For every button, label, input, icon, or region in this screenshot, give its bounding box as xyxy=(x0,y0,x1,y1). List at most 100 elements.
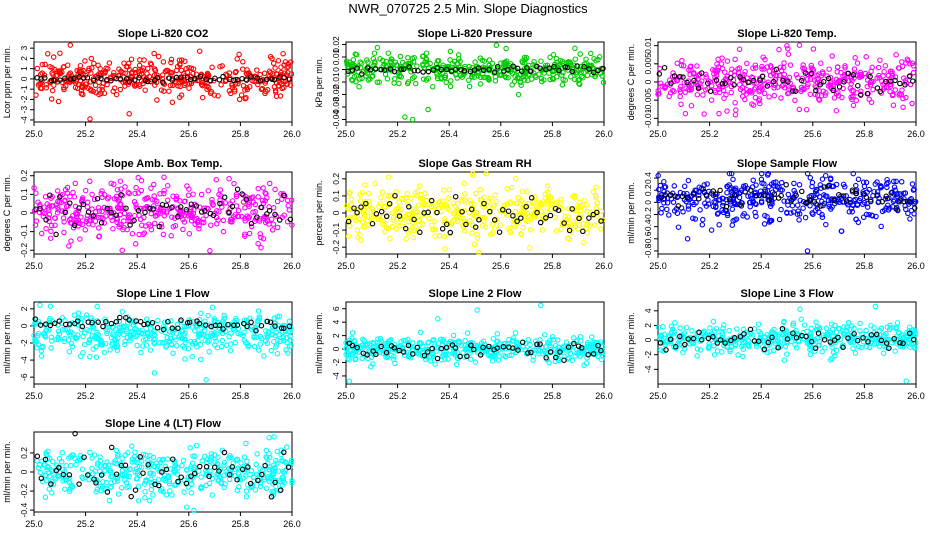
data-point xyxy=(253,461,259,468)
data-point xyxy=(569,357,576,364)
data-point xyxy=(729,66,735,72)
figure-title: NWR_070725 2.5 Min. Slope Diagnostics xyxy=(348,1,588,16)
reference-point xyxy=(67,76,74,82)
data-point xyxy=(591,56,597,62)
data-point xyxy=(727,201,734,207)
data-point xyxy=(178,92,185,98)
data-point xyxy=(282,467,289,474)
reference-point xyxy=(762,192,768,198)
data-point xyxy=(520,204,526,211)
data-point xyxy=(469,73,475,80)
data-point xyxy=(894,193,900,199)
data-point xyxy=(535,348,542,354)
data-point xyxy=(146,497,153,504)
data-point xyxy=(227,452,233,459)
data-point xyxy=(250,209,256,215)
data-point xyxy=(246,83,253,90)
reference-point xyxy=(519,339,526,346)
reference-point xyxy=(893,206,899,212)
data-point xyxy=(867,79,874,86)
reference-point xyxy=(703,193,710,199)
data-point xyxy=(843,327,850,334)
data-point xyxy=(136,62,143,69)
reference-point xyxy=(137,318,144,325)
data-point xyxy=(267,475,274,482)
data-point xyxy=(483,170,490,177)
data-point xyxy=(216,477,222,483)
data-point xyxy=(258,244,264,251)
data-point xyxy=(827,329,834,335)
data-point xyxy=(533,74,539,80)
data-point xyxy=(238,460,244,466)
data-point xyxy=(581,197,587,203)
data-point xyxy=(715,210,722,216)
data-point xyxy=(780,75,786,81)
data-point xyxy=(263,447,270,454)
data-point xyxy=(35,199,41,205)
data-point xyxy=(473,190,479,197)
data-point xyxy=(842,64,848,71)
reference-point xyxy=(680,74,686,80)
data-point xyxy=(577,51,583,57)
outlier-point xyxy=(872,303,879,310)
data-point xyxy=(208,222,214,228)
data-point xyxy=(270,471,277,477)
reference-point xyxy=(825,75,832,82)
data-point xyxy=(719,65,726,72)
data-point xyxy=(409,219,416,226)
data-point xyxy=(593,213,599,219)
data-point xyxy=(241,317,248,323)
reference-point xyxy=(108,77,114,84)
data-point xyxy=(198,81,205,88)
data-point xyxy=(788,338,795,344)
reference-point xyxy=(248,220,255,227)
data-point xyxy=(501,202,508,208)
data-point xyxy=(150,203,157,209)
data-point xyxy=(266,454,273,461)
data-point xyxy=(151,331,158,338)
data-point xyxy=(130,331,137,337)
outlier-point xyxy=(797,306,803,313)
data-point xyxy=(807,175,814,181)
reference-point xyxy=(281,192,287,199)
reference-point xyxy=(698,337,705,343)
data-point xyxy=(140,231,146,238)
data-point xyxy=(813,186,820,193)
data-point xyxy=(279,482,286,488)
data-point xyxy=(425,339,432,346)
data-point xyxy=(453,214,460,220)
reference-point xyxy=(378,66,384,73)
data-point xyxy=(875,64,882,71)
data-point xyxy=(104,195,111,202)
data-point xyxy=(784,90,791,97)
data-point xyxy=(805,81,811,88)
data-point xyxy=(276,313,283,319)
data-point xyxy=(344,61,350,68)
reference-point xyxy=(547,349,554,355)
data-point xyxy=(393,206,400,213)
y-tick-label: -2 xyxy=(331,358,341,366)
reference-point xyxy=(656,71,663,77)
scatter-points xyxy=(31,174,295,254)
reference-point xyxy=(141,321,147,328)
data-point xyxy=(887,68,894,74)
data-point xyxy=(681,79,687,86)
x-tick-label: 25.0 xyxy=(337,129,355,139)
data-point xyxy=(69,483,76,489)
reference-point xyxy=(879,198,885,205)
data-point xyxy=(140,343,146,349)
data-point xyxy=(666,77,673,83)
data-point xyxy=(557,200,563,206)
data-point xyxy=(584,220,591,226)
reference-point xyxy=(359,71,365,77)
data-point xyxy=(829,183,835,190)
data-point xyxy=(82,187,89,194)
reference-point xyxy=(370,348,376,354)
reference-point xyxy=(76,205,82,211)
data-point xyxy=(753,213,759,220)
data-point xyxy=(122,341,128,348)
data-point xyxy=(42,334,48,340)
data-point xyxy=(399,59,406,66)
data-point xyxy=(241,454,248,460)
